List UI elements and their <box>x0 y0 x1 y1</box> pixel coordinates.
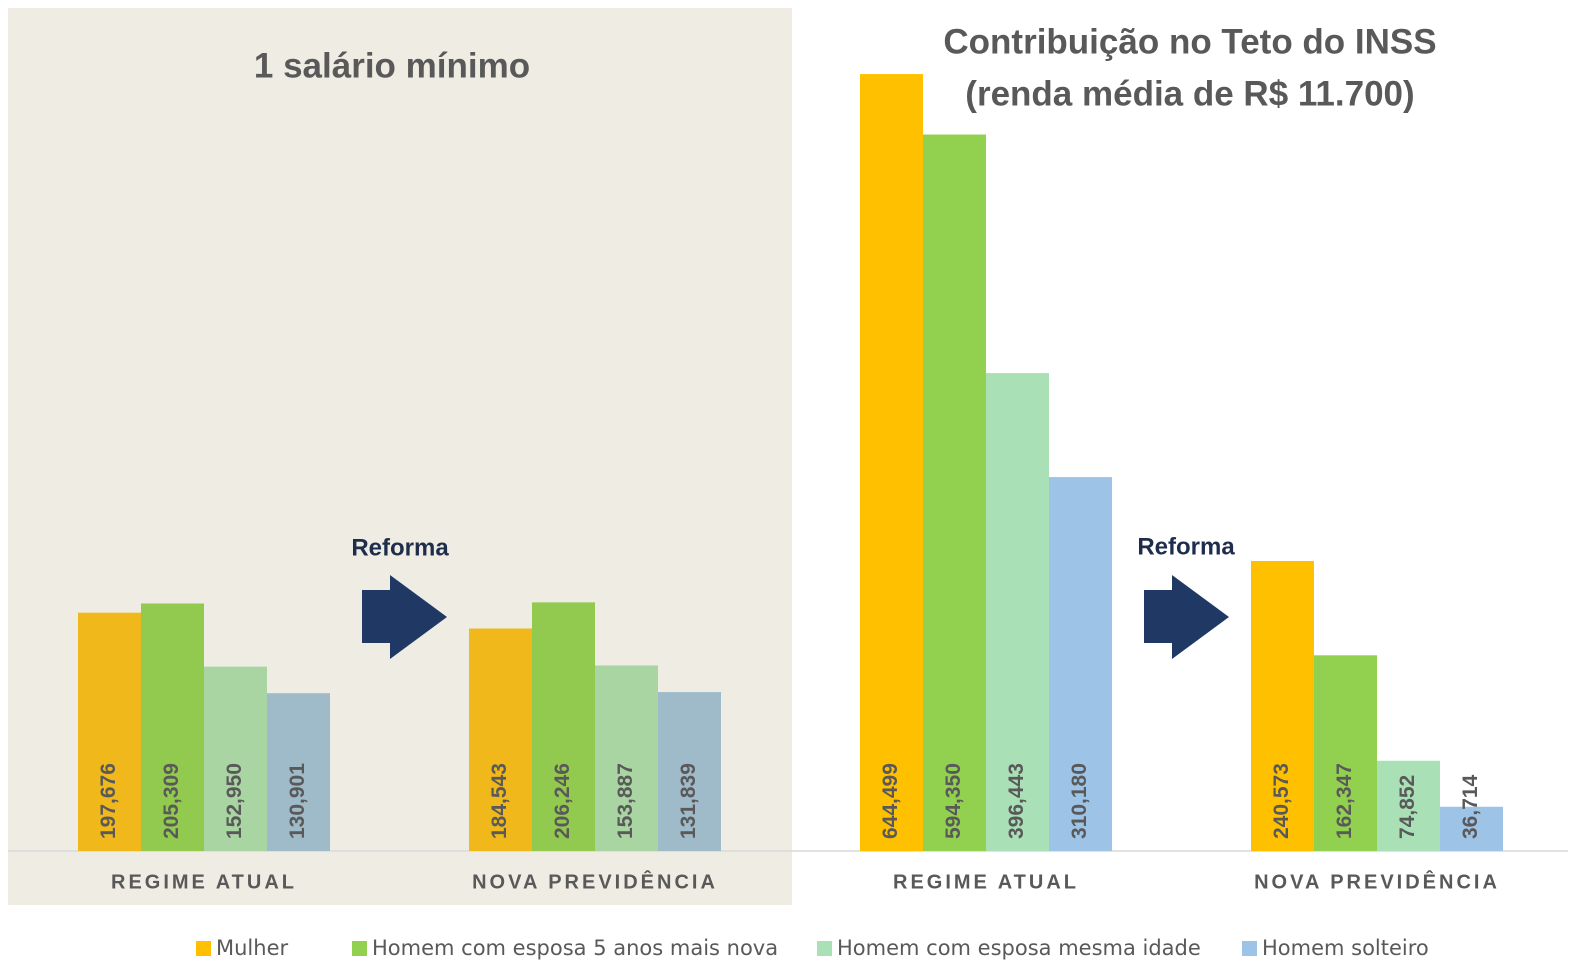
legend-label: Mulher <box>216 936 288 960</box>
value-label: 240,573 <box>1270 763 1293 839</box>
x-tick-label: NOVA PREVIDÊNCIA <box>1254 869 1500 893</box>
arrow <box>362 575 447 659</box>
x-tick-label: NOVA PREVIDÊNCIA <box>472 869 718 893</box>
x-tick-label: REGIME ATUAL <box>893 871 1079 893</box>
value-label: 162,347 <box>1333 763 1356 839</box>
bar <box>658 692 721 851</box>
legend-swatch <box>817 941 832 956</box>
chart-title: (renda média de R$ 11.700) <box>965 74 1414 113</box>
bar <box>595 665 658 851</box>
value-label: 184,543 <box>488 763 511 839</box>
bar <box>860 74 923 851</box>
value-label: 152,950 <box>223 763 246 839</box>
chart-title: Contribuição no Teto do INSS <box>943 22 1436 61</box>
bar <box>532 602 595 851</box>
bar <box>1314 655 1377 851</box>
value-label: 310,180 <box>1068 763 1091 839</box>
bar <box>204 666 267 851</box>
bar <box>78 612 141 851</box>
chart-title: 1 salário mínimo <box>254 46 530 85</box>
annotation: Reforma <box>351 534 449 561</box>
value-label: 36,714 <box>1459 774 1482 839</box>
bar <box>1377 760 1440 851</box>
value-label: 396,443 <box>1005 763 1028 839</box>
arrow <box>1144 575 1229 659</box>
legend-label: Homem solteiro <box>1262 936 1429 960</box>
legend-swatch <box>196 941 211 956</box>
bar <box>1049 477 1112 851</box>
legend-label: Homem com esposa 5 anos mais nova <box>372 936 778 960</box>
bar <box>1440 806 1503 851</box>
bar <box>923 134 986 851</box>
value-label: 74,852 <box>1396 775 1419 839</box>
bar <box>267 693 330 851</box>
value-label: 131,839 <box>677 763 700 839</box>
x-tick-label: REGIME ATUAL <box>111 871 297 893</box>
legend-swatch <box>1242 941 1257 956</box>
value-label: 206,246 <box>551 763 574 839</box>
legend-swatch <box>352 941 367 956</box>
value-label: 594,350 <box>942 763 965 839</box>
bar <box>469 628 532 851</box>
legend-label: Homem com esposa mesma idade <box>837 936 1201 960</box>
bar <box>141 603 204 851</box>
value-label: 197,676 <box>97 763 120 839</box>
value-label: 130,901 <box>286 763 309 839</box>
bar <box>1251 560 1314 851</box>
bar <box>986 373 1049 851</box>
value-label: 205,309 <box>160 763 183 839</box>
value-label: 644,499 <box>879 763 902 839</box>
value-label: 153,887 <box>614 763 637 839</box>
annotation: Reforma <box>1137 533 1235 560</box>
